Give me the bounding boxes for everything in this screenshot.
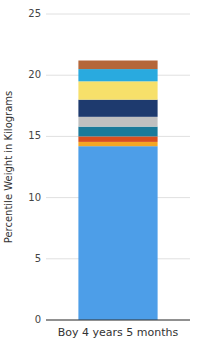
- y-tick-label: 10: [28, 192, 41, 203]
- bar-segment: [78, 117, 157, 127]
- bar-segment: [78, 146, 157, 320]
- bar-segment: [78, 136, 157, 142]
- y-axis-label: Percentile Weight in Kilograms: [3, 91, 14, 244]
- chart-container: 0 5 10 15 20 25 Boy 4 years 5 months Percentile…: [0, 0, 200, 350]
- bar-segment: [78, 69, 157, 81]
- y-tick-label: 25: [28, 8, 41, 19]
- x-axis-line: [46, 320, 190, 321]
- y-tick-label: 20: [28, 69, 41, 80]
- bar-segment: [78, 81, 157, 99]
- bar-segment: [78, 61, 157, 70]
- y-tick-label: 5: [35, 253, 41, 264]
- bar-segment: [78, 127, 157, 137]
- bars: [78, 61, 157, 320]
- bar-segment: [78, 100, 157, 117]
- grid-line: [46, 14, 190, 15]
- x-tick-label: Boy 4 years 5 months: [58, 326, 179, 339]
- grid: [46, 14, 190, 320]
- grid-line: [46, 320, 190, 321]
- y-tick-label: 0: [35, 314, 41, 325]
- y-tick-label: 15: [28, 130, 41, 141]
- chart-svg: 0 5 10 15 20 25 Boy 4 years 5 months Percentile…: [0, 0, 200, 350]
- bar-segment: [78, 142, 157, 146]
